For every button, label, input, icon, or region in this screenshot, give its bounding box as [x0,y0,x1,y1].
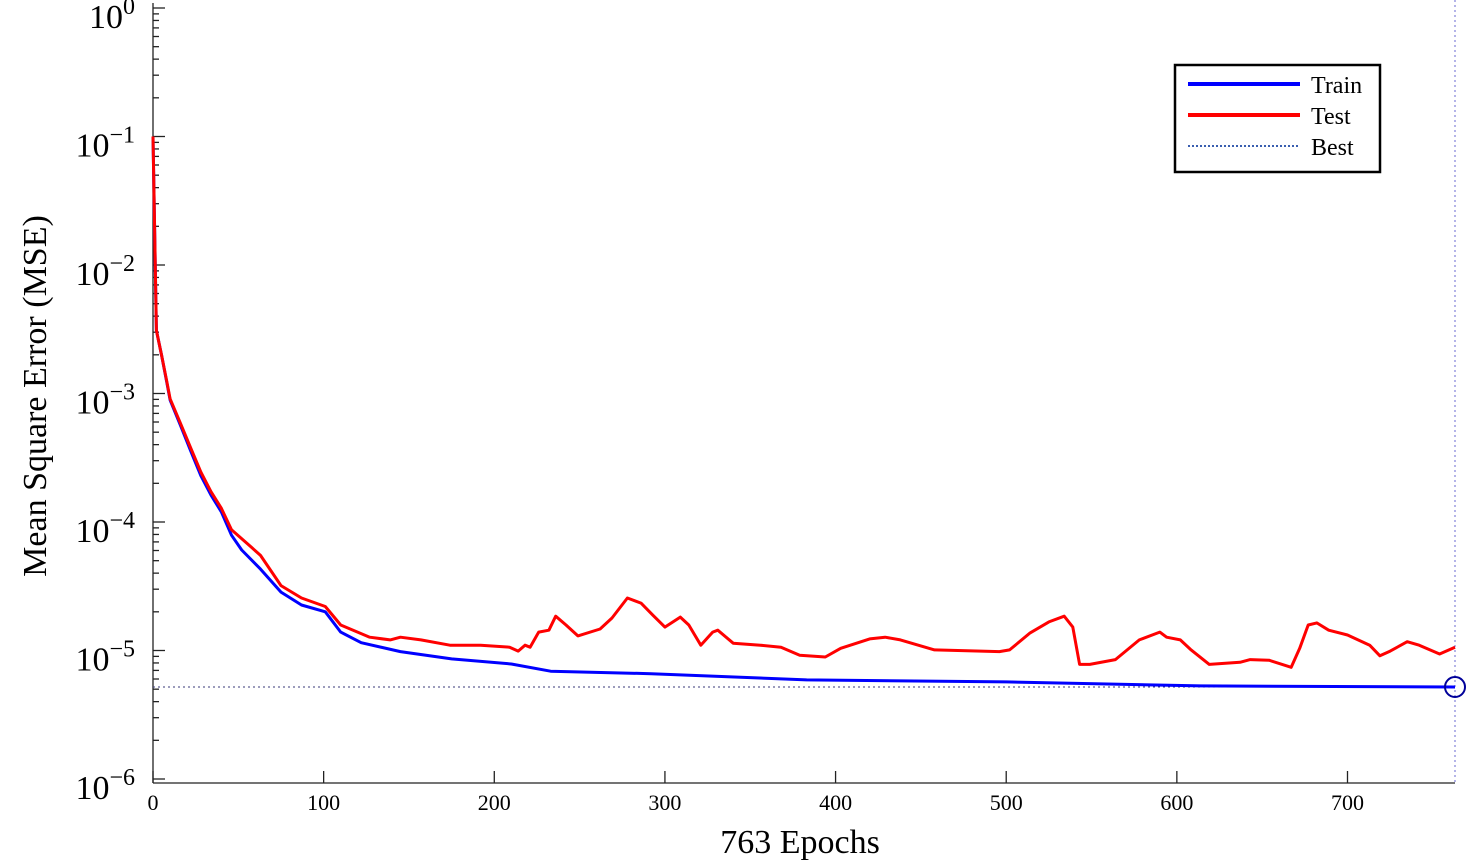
legend-label-test: Test [1311,104,1351,130]
legend: Train Test Best [1173,63,1382,174]
y-tick-label: 10−4 [75,508,135,550]
y-tick-label: 10−3 [75,380,135,422]
y-tick-label: 10−2 [75,251,135,293]
y-tick-label: 10−5 [75,637,135,679]
legend-label-train: Train [1311,73,1362,99]
x-tick-label: 700 [1331,790,1364,815]
plot-lines [151,0,1466,783]
best-marker [1444,675,1466,698]
y-tick-label: 10−1 [75,123,135,165]
x-tick-label: 400 [819,790,852,815]
y-axis-label: Mean Square Error (MSE) [17,215,54,577]
y-tick-labels: 100 10−1 10−2 10−3 10−4 10−5 10−6 [75,0,135,807]
x-tick-labels: 0 100 200 300 400 500 600 700 [148,790,1364,815]
x-tick-label: 100 [307,790,340,815]
y-tick-label: 100 [89,0,135,36]
x-axis-label: 763 Epochs [720,824,880,861]
test-line [151,136,1456,669]
train-line [151,136,1456,689]
x-tick-label: 0 [148,790,159,815]
y-tick-label: 10−6 [75,765,135,807]
legend-label-best: Best [1311,135,1354,161]
x-tick-label: 300 [648,790,681,815]
x-tick-label: 500 [990,790,1023,815]
x-tick-label: 600 [1160,790,1193,815]
x-tick-label: 200 [478,790,511,815]
